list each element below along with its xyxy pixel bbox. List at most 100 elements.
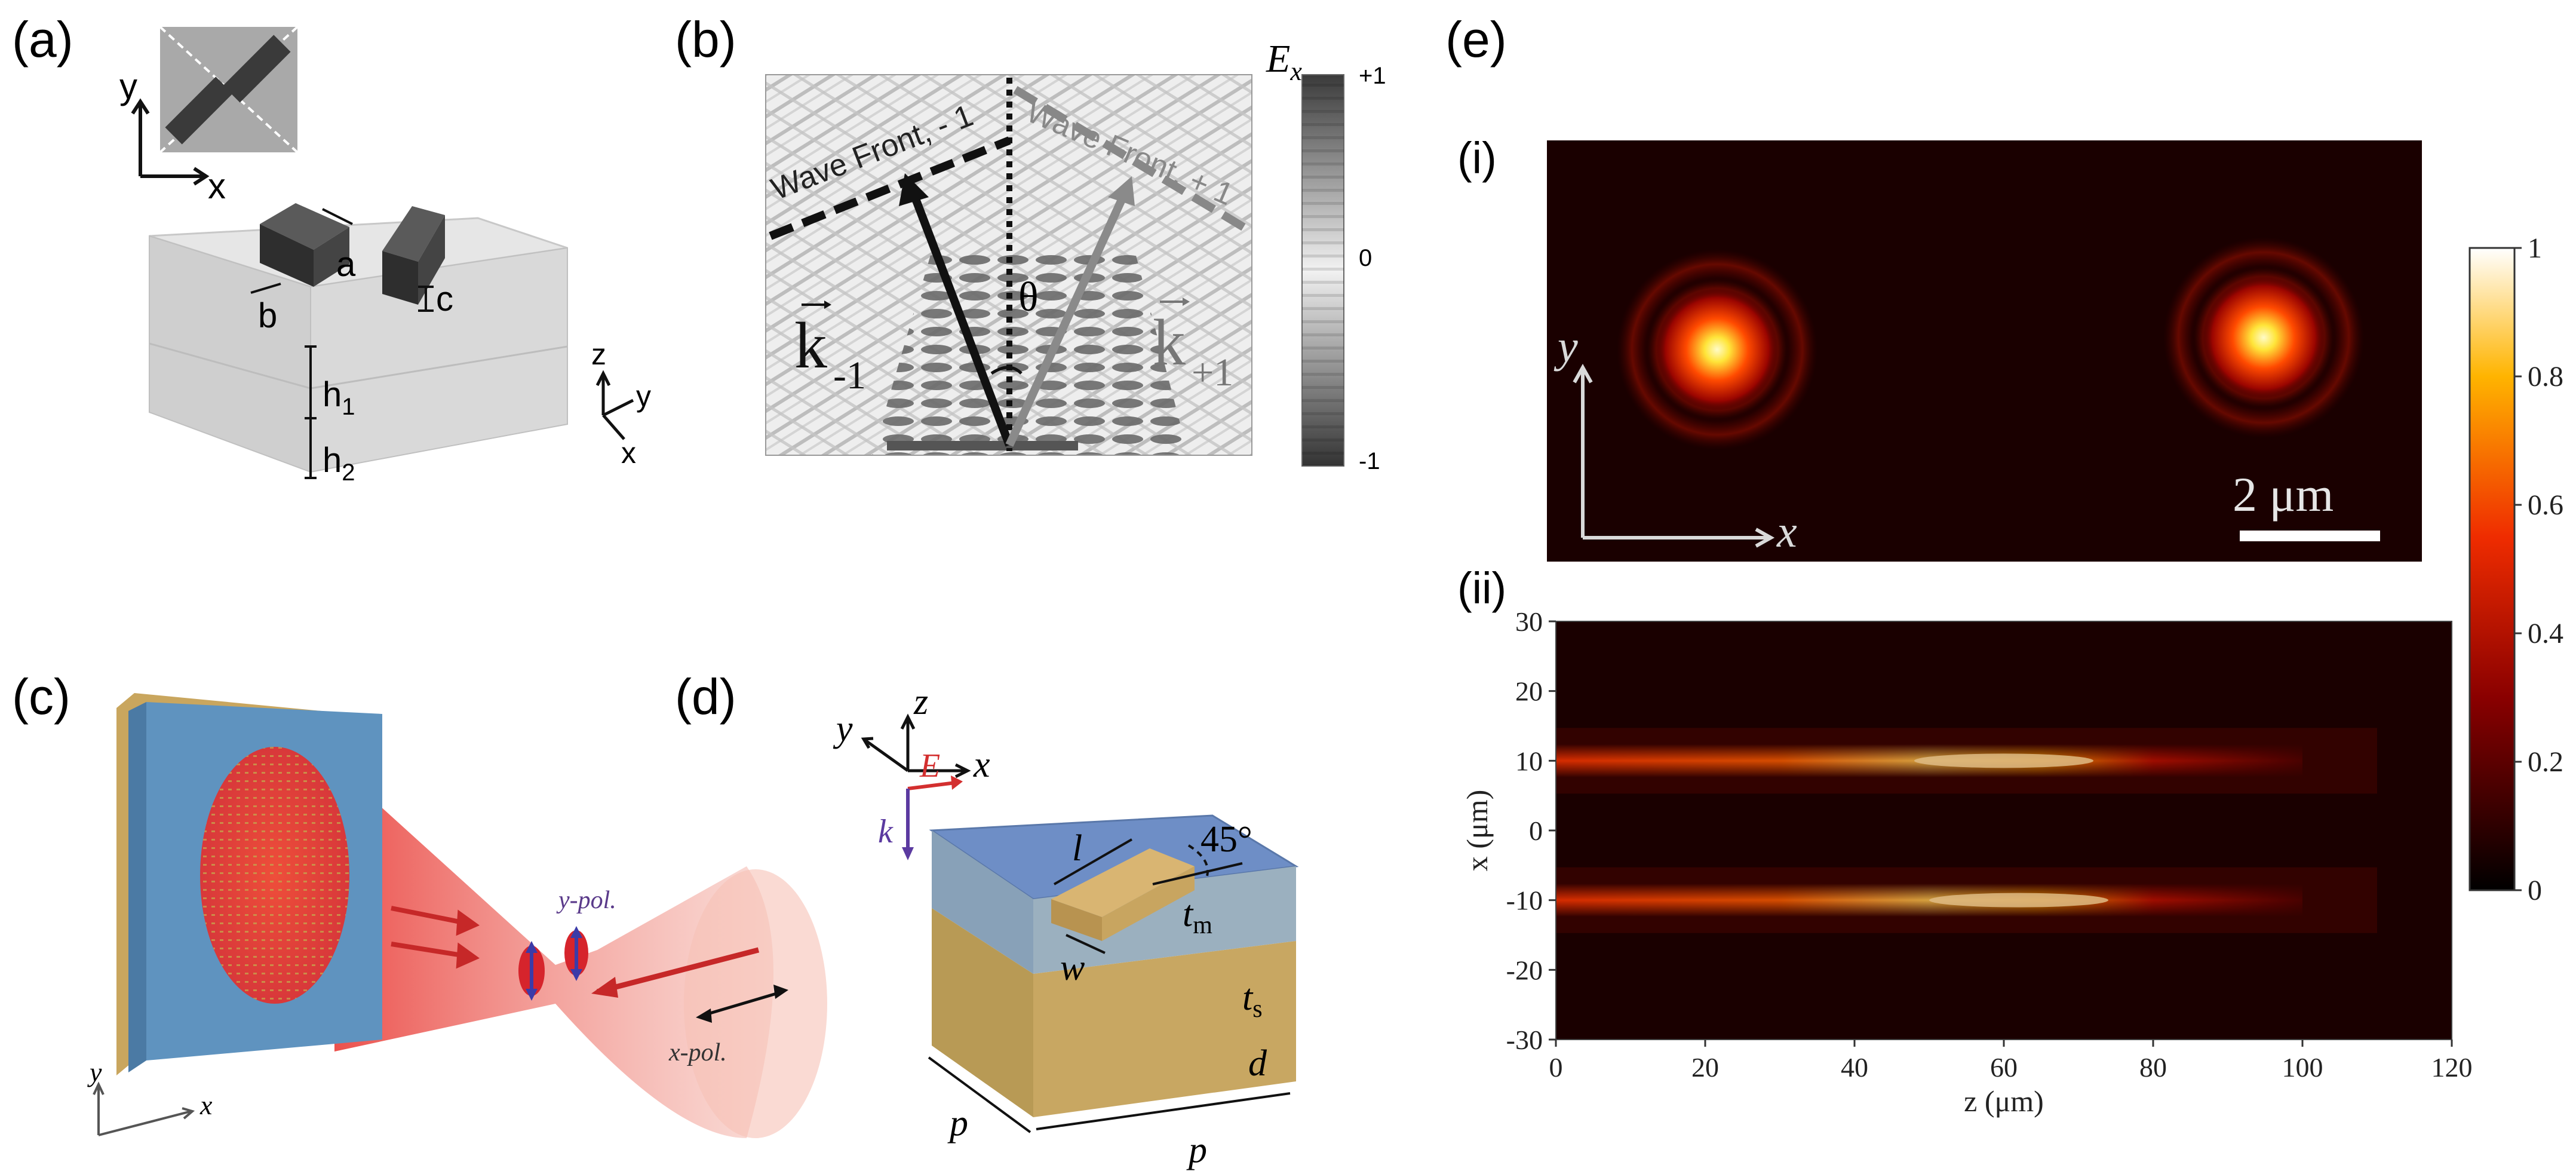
- k-minus1-label: k -1: [794, 301, 866, 397]
- beam-halo-0: [1556, 728, 2377, 794]
- dim-tm: tm: [1183, 894, 1212, 939]
- colorbar-tick-top: +1: [1359, 63, 1386, 89]
- dim-c: c: [436, 280, 453, 318]
- panel-c-axes: [93, 1081, 195, 1136]
- beam-cone: [334, 765, 773, 1138]
- dimension-lines: [250, 208, 434, 479]
- inset-axis-y: y: [119, 66, 137, 106]
- panel-b: (b) Wave Front, - 1 Wave Front, + 1 θ k …: [675, 11, 1386, 474]
- dim-d: d: [1248, 1043, 1267, 1084]
- y-tick-label: 10: [1515, 746, 1543, 776]
- nanopillar-1: [260, 203, 349, 287]
- panel-c-axis-x: x: [199, 1090, 213, 1120]
- focus-spots: [518, 926, 588, 1001]
- svg-text:-1: -1: [833, 354, 866, 397]
- focal-axis-x: x: [1776, 507, 1797, 557]
- y-tick-label: 20: [1515, 676, 1543, 707]
- field-colorbar: Ex +1 0 -1: [1266, 37, 1386, 474]
- panel-a-label: (a): [12, 11, 73, 68]
- colorbar-tick-label: 0: [2528, 875, 2542, 906]
- x-tick-label: 120: [2431, 1052, 2473, 1083]
- colorbar-tick-label: 0.6: [2528, 489, 2563, 521]
- panel-e: (e) (i) y x 2 μm (ii): [1445, 11, 2563, 1118]
- axes-3d: [595, 370, 634, 440]
- x-tick-label: 80: [2139, 1052, 2167, 1083]
- y-tick-label: 0: [1529, 816, 1543, 846]
- x-tick-label: 0: [1549, 1052, 1563, 1083]
- panel-c-label: (c): [12, 669, 70, 725]
- y-pol-label: y-pol.: [556, 887, 616, 914]
- incident-arrows: [391, 906, 480, 969]
- colorbar-tick-bottom: -1: [1359, 448, 1380, 474]
- dim-h2: h2: [323, 441, 355, 486]
- nanopillar-2: [382, 206, 445, 305]
- substrate-block: [149, 217, 568, 473]
- nanopillar-top-1: [223, 35, 291, 103]
- focal-axis-y: y: [1553, 321, 1578, 372]
- panel-d-axis-x: x: [973, 744, 990, 785]
- y-tick-label: 30: [1515, 606, 1543, 637]
- colorbar-tick-label: 0.2: [2528, 746, 2563, 778]
- dim-p-left: p: [947, 1103, 968, 1144]
- sub-panel-ii-label: (ii): [1457, 563, 1506, 613]
- panel-c-axis-y: y: [87, 1057, 102, 1087]
- dim-h1: h1: [323, 375, 355, 420]
- dim-l: l: [1072, 828, 1082, 869]
- panel-a: (a) y x: [12, 11, 651, 486]
- y-tick-label: -20: [1506, 955, 1543, 985]
- x-tick-label: 20: [1691, 1052, 1719, 1083]
- metasurface-plate: [116, 693, 382, 1075]
- x-axis-label: z (μm): [1964, 1084, 2044, 1118]
- axis-y: y: [636, 379, 651, 413]
- svg-text:+1: +1: [1192, 351, 1233, 394]
- focal-plane-map: y x 2 μm: [1547, 140, 2422, 562]
- dim-b: b: [258, 296, 277, 335]
- colorbar-tick-label: 0.4: [2528, 618, 2563, 649]
- x-pol-label: x-pol.: [668, 1039, 727, 1066]
- propagation-map: [1556, 621, 2452, 1040]
- colorbar-tick-mid: 0: [1359, 245, 1372, 271]
- inset-axes: [131, 98, 210, 186]
- e-field-label: E: [919, 747, 940, 784]
- y-tick-label: -10: [1506, 885, 1543, 916]
- x-tick-label: 60: [1990, 1052, 2018, 1083]
- panel-d-axis-y: y: [833, 709, 853, 749]
- beam-end: [684, 869, 827, 1138]
- theta-label: θ: [1018, 274, 1039, 320]
- axis-x: x: [621, 436, 636, 470]
- panel-d-axis-z: z: [913, 682, 928, 722]
- k-vector-label: k: [878, 813, 894, 850]
- x-tick-label: 40: [1841, 1052, 1868, 1083]
- k-plus1-arrow: [1005, 195, 1127, 447]
- colorbar-title: Ex: [1266, 37, 1302, 86]
- focus-spot-right: [2195, 269, 2332, 406]
- dim-ts: ts: [1242, 977, 1263, 1023]
- panel-b-label: (b): [675, 11, 736, 68]
- dim-p-bottom: p: [1186, 1130, 1207, 1170]
- top-view-inset: [159, 26, 299, 154]
- scale-bar-label: 2 μm: [2233, 467, 2334, 522]
- colorbar-tick-label: 0.8: [2528, 361, 2563, 393]
- inset-axis-x: x: [208, 166, 226, 206]
- beam-peak-0: [1914, 753, 2093, 768]
- field-map: [766, 75, 1252, 455]
- unit-cell: [929, 814, 1299, 1117]
- x-tick-label: 100: [2282, 1052, 2323, 1083]
- k-minus1-arrow: [910, 192, 1014, 447]
- k-plus1-label: k +1: [1153, 298, 1233, 394]
- colorbar-tick-label: 1: [2528, 232, 2542, 264]
- y-tick-label: -30: [1506, 1025, 1543, 1055]
- dim-w: w: [1060, 948, 1085, 988]
- panel-e-label: (e): [1445, 11, 1507, 68]
- svg-text:k: k: [1153, 306, 1186, 379]
- scale-bar: [2240, 531, 2380, 541]
- nanobar: [1051, 848, 1195, 941]
- angle-45: 45°: [1201, 819, 1252, 860]
- panel-c: (c) y-: [12, 669, 827, 1138]
- xpol-arrow: [596, 947, 760, 995]
- focus-spot-left: [1648, 281, 1786, 418]
- beam-peak-1: [1929, 893, 2108, 908]
- dim-a: a: [336, 245, 356, 284]
